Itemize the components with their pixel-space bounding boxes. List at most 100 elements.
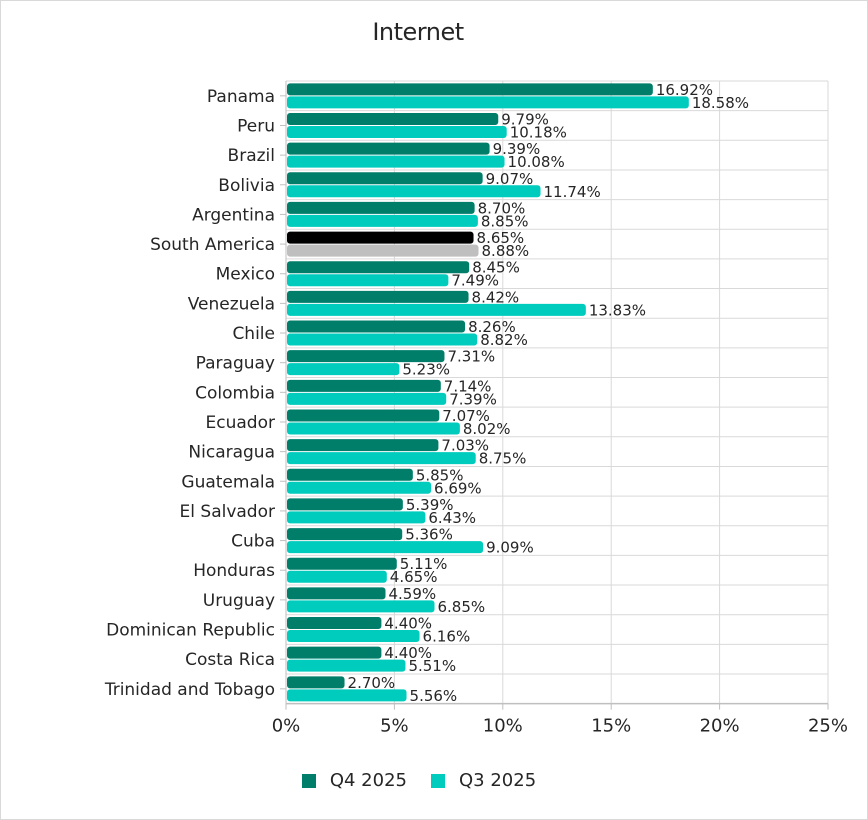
category-label: Venezuela — [188, 294, 275, 314]
category-labels: Panama Peru Brazil Bolivia Argentina South Am… — [104, 87, 275, 700]
bar-q3 — [287, 185, 541, 198]
gridlines — [280, 80, 829, 710]
data-label-q3: 8.02% — [463, 420, 511, 438]
data-label-q4: 5.36% — [405, 526, 453, 544]
category-label: Colombia — [195, 383, 275, 403]
data-label-q3: 5.51% — [408, 657, 456, 675]
chart-title: Internet — [372, 18, 464, 46]
bar-q3 — [287, 333, 478, 346]
bar-q4 — [287, 439, 439, 452]
bar-q3 — [287, 630, 420, 643]
bar-q4 — [287, 646, 382, 659]
data-label-q3: 5.23% — [402, 361, 450, 379]
x-tick-label: 20% — [700, 716, 740, 737]
data-label-q3: 9.09% — [486, 539, 534, 557]
data-label-q3: 6.43% — [428, 509, 476, 527]
data-label-q3: 8.75% — [479, 450, 527, 468]
bar-q4 — [287, 320, 466, 333]
data-labels: 16.92%18.58% 9.79%10.18%9.39%10.08%9.07% 1… — [348, 81, 749, 705]
category-label: Uruguay — [203, 591, 275, 611]
bar-q3 — [287, 274, 449, 287]
bar-q3 — [287, 363, 400, 376]
category-label: South America — [150, 235, 275, 255]
legend-label-q3: Q3 2025 — [459, 770, 537, 791]
bar-q4 — [287, 142, 490, 155]
category-label: Peru — [237, 116, 275, 136]
bar-q4 — [287, 379, 441, 392]
category-label: Trinidad and Tobago — [104, 680, 275, 700]
bar-q3 — [287, 481, 432, 494]
legend-swatch-q3 — [431, 773, 445, 788]
category-label: Argentina — [192, 205, 275, 225]
data-label-q4: 4.40% — [384, 644, 432, 662]
data-label-q4: 5.11% — [400, 555, 448, 573]
data-label-q3: 6.85% — [438, 598, 486, 616]
bar-q4 — [287, 350, 445, 363]
data-label-q4: 7.07% — [442, 407, 490, 425]
data-label-q4: 9.07% — [486, 170, 534, 188]
x-tick-label: 5% — [380, 716, 409, 737]
bar-q4 — [287, 112, 499, 125]
category-label: Guatemala — [181, 472, 275, 492]
data-label-q4: 5.39% — [406, 496, 454, 514]
category-label: Chile — [232, 324, 275, 344]
data-label-q4: 7.14% — [444, 377, 492, 395]
x-tick-label: 25% — [808, 716, 848, 737]
bar-q4 — [287, 676, 345, 689]
bar-q4 — [287, 290, 469, 303]
bar-q4 — [287, 201, 475, 214]
category-label: El Salvador — [180, 502, 275, 522]
legend: Q4 2025 Q3 2025 — [0, 770, 868, 791]
category-label: Nicaragua — [188, 443, 275, 463]
data-label-q4: 8.70% — [478, 199, 526, 217]
bar-q4 — [287, 409, 440, 422]
category-label: Brazil — [228, 146, 275, 166]
category-label: Paraguay — [196, 354, 275, 374]
data-label-q4: 7.31% — [447, 348, 495, 366]
data-label-q4: 5.85% — [416, 466, 464, 484]
data-label-q4: 4.59% — [389, 585, 437, 603]
data-label-q4: 8.26% — [468, 318, 516, 336]
data-label-q3: 6.16% — [423, 628, 471, 646]
data-label-q3: 5.56% — [410, 687, 458, 705]
x-tick-label: 10% — [483, 716, 523, 737]
bar-q3 — [287, 689, 407, 702]
data-label-q3: 7.39% — [449, 390, 497, 408]
data-label-q3: 8.88% — [482, 242, 530, 260]
legend-item-q4: Q4 2025 — [301, 770, 407, 791]
data-label-q4: 8.45% — [472, 259, 520, 277]
category-label: Mexico — [216, 265, 275, 285]
bar-q4 — [287, 617, 382, 630]
category-label: Cuba — [231, 532, 275, 552]
x-tick-label: 15% — [591, 716, 631, 737]
bar-q3 — [287, 541, 484, 554]
bar-q4 — [287, 557, 397, 570]
data-label-q4: 7.03% — [441, 437, 489, 455]
legend-item-q3: Q3 2025 — [431, 770, 536, 791]
bar-q3 — [287, 422, 460, 435]
bar-q3 — [287, 452, 476, 465]
category-label: Ecuador — [206, 413, 275, 433]
data-label-q3: 10.08% — [508, 153, 565, 171]
category-label: Panama — [207, 87, 275, 107]
bar-q4 — [287, 231, 474, 244]
bar-q4 — [287, 498, 403, 511]
legend-swatch-q4 — [301, 773, 316, 788]
category-label: Honduras — [193, 561, 275, 581]
data-label-q4: 4.40% — [384, 615, 432, 633]
bar-q3 — [287, 570, 387, 583]
bar-q3 — [287, 659, 406, 672]
data-label-q3: 7.49% — [451, 272, 499, 290]
bars — [287, 83, 689, 702]
data-label-q4: 9.39% — [493, 140, 541, 158]
data-label-q4: 8.42% — [472, 288, 520, 306]
category-label: Dominican Republic — [106, 621, 275, 641]
bar-q4 — [287, 172, 483, 185]
data-label-q3: 18.58% — [692, 94, 749, 112]
bar-q3 — [287, 600, 435, 613]
data-label-q3: 8.82% — [480, 331, 528, 349]
data-label-q3: 6.69% — [434, 479, 482, 497]
data-label-q4: 9.79% — [501, 110, 549, 128]
bar-q4 — [287, 261, 470, 274]
data-label-q3: 11.74% — [544, 183, 601, 201]
